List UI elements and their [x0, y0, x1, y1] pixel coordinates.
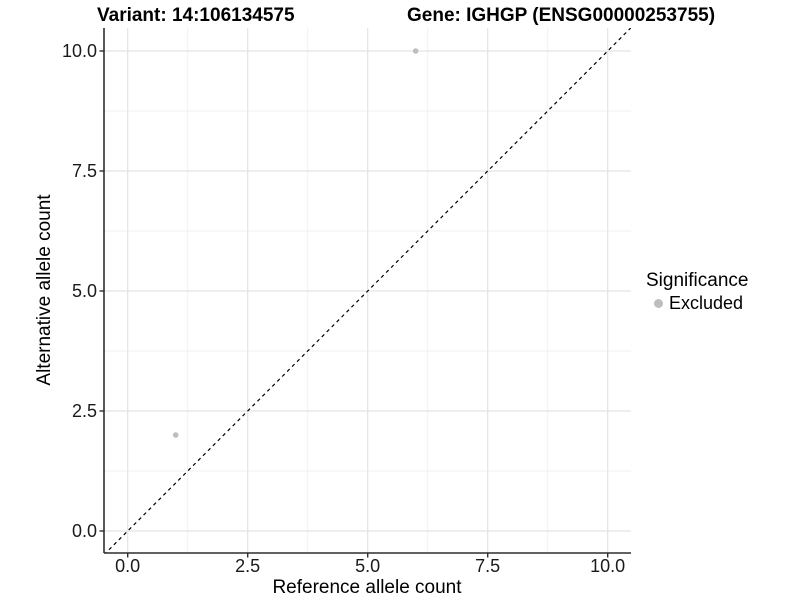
- legend-entry-label: Excluded: [669, 293, 744, 313]
- data-point: [172, 432, 179, 438]
- identity-reference-line: [104, 28, 631, 553]
- plot-panel: [99, 28, 631, 558]
- legend-entry-excluded: Excluded: [654, 293, 748, 313]
- y-tick-label: 2.5: [71, 401, 97, 421]
- x-tick-label: 5.0: [355, 556, 381, 576]
- x-tick-label: 10.0: [590, 556, 626, 576]
- x-axis-title: Reference allele count: [272, 577, 462, 598]
- x-tick-label: 2.5: [235, 556, 261, 576]
- y-tick-label: 5.0: [71, 281, 97, 301]
- plot-title-gene: Gene: IGHGP (ENSG00000253755): [407, 5, 716, 26]
- legend: Significance Excluded: [646, 270, 748, 313]
- x-tick-label: 7.5: [475, 556, 501, 576]
- y-tick-label: 0.0: [71, 521, 97, 541]
- legend-title: Significance: [646, 270, 749, 291]
- legend-key-dot-icon: [654, 298, 663, 308]
- data-point: [412, 48, 419, 54]
- plot-title-variant: Variant: 14:106134575: [97, 5, 295, 26]
- y-tick-label: 7.5: [71, 161, 97, 181]
- x-tick-label: 0.0: [115, 556, 141, 576]
- y-tick-label: 10.0: [61, 41, 97, 61]
